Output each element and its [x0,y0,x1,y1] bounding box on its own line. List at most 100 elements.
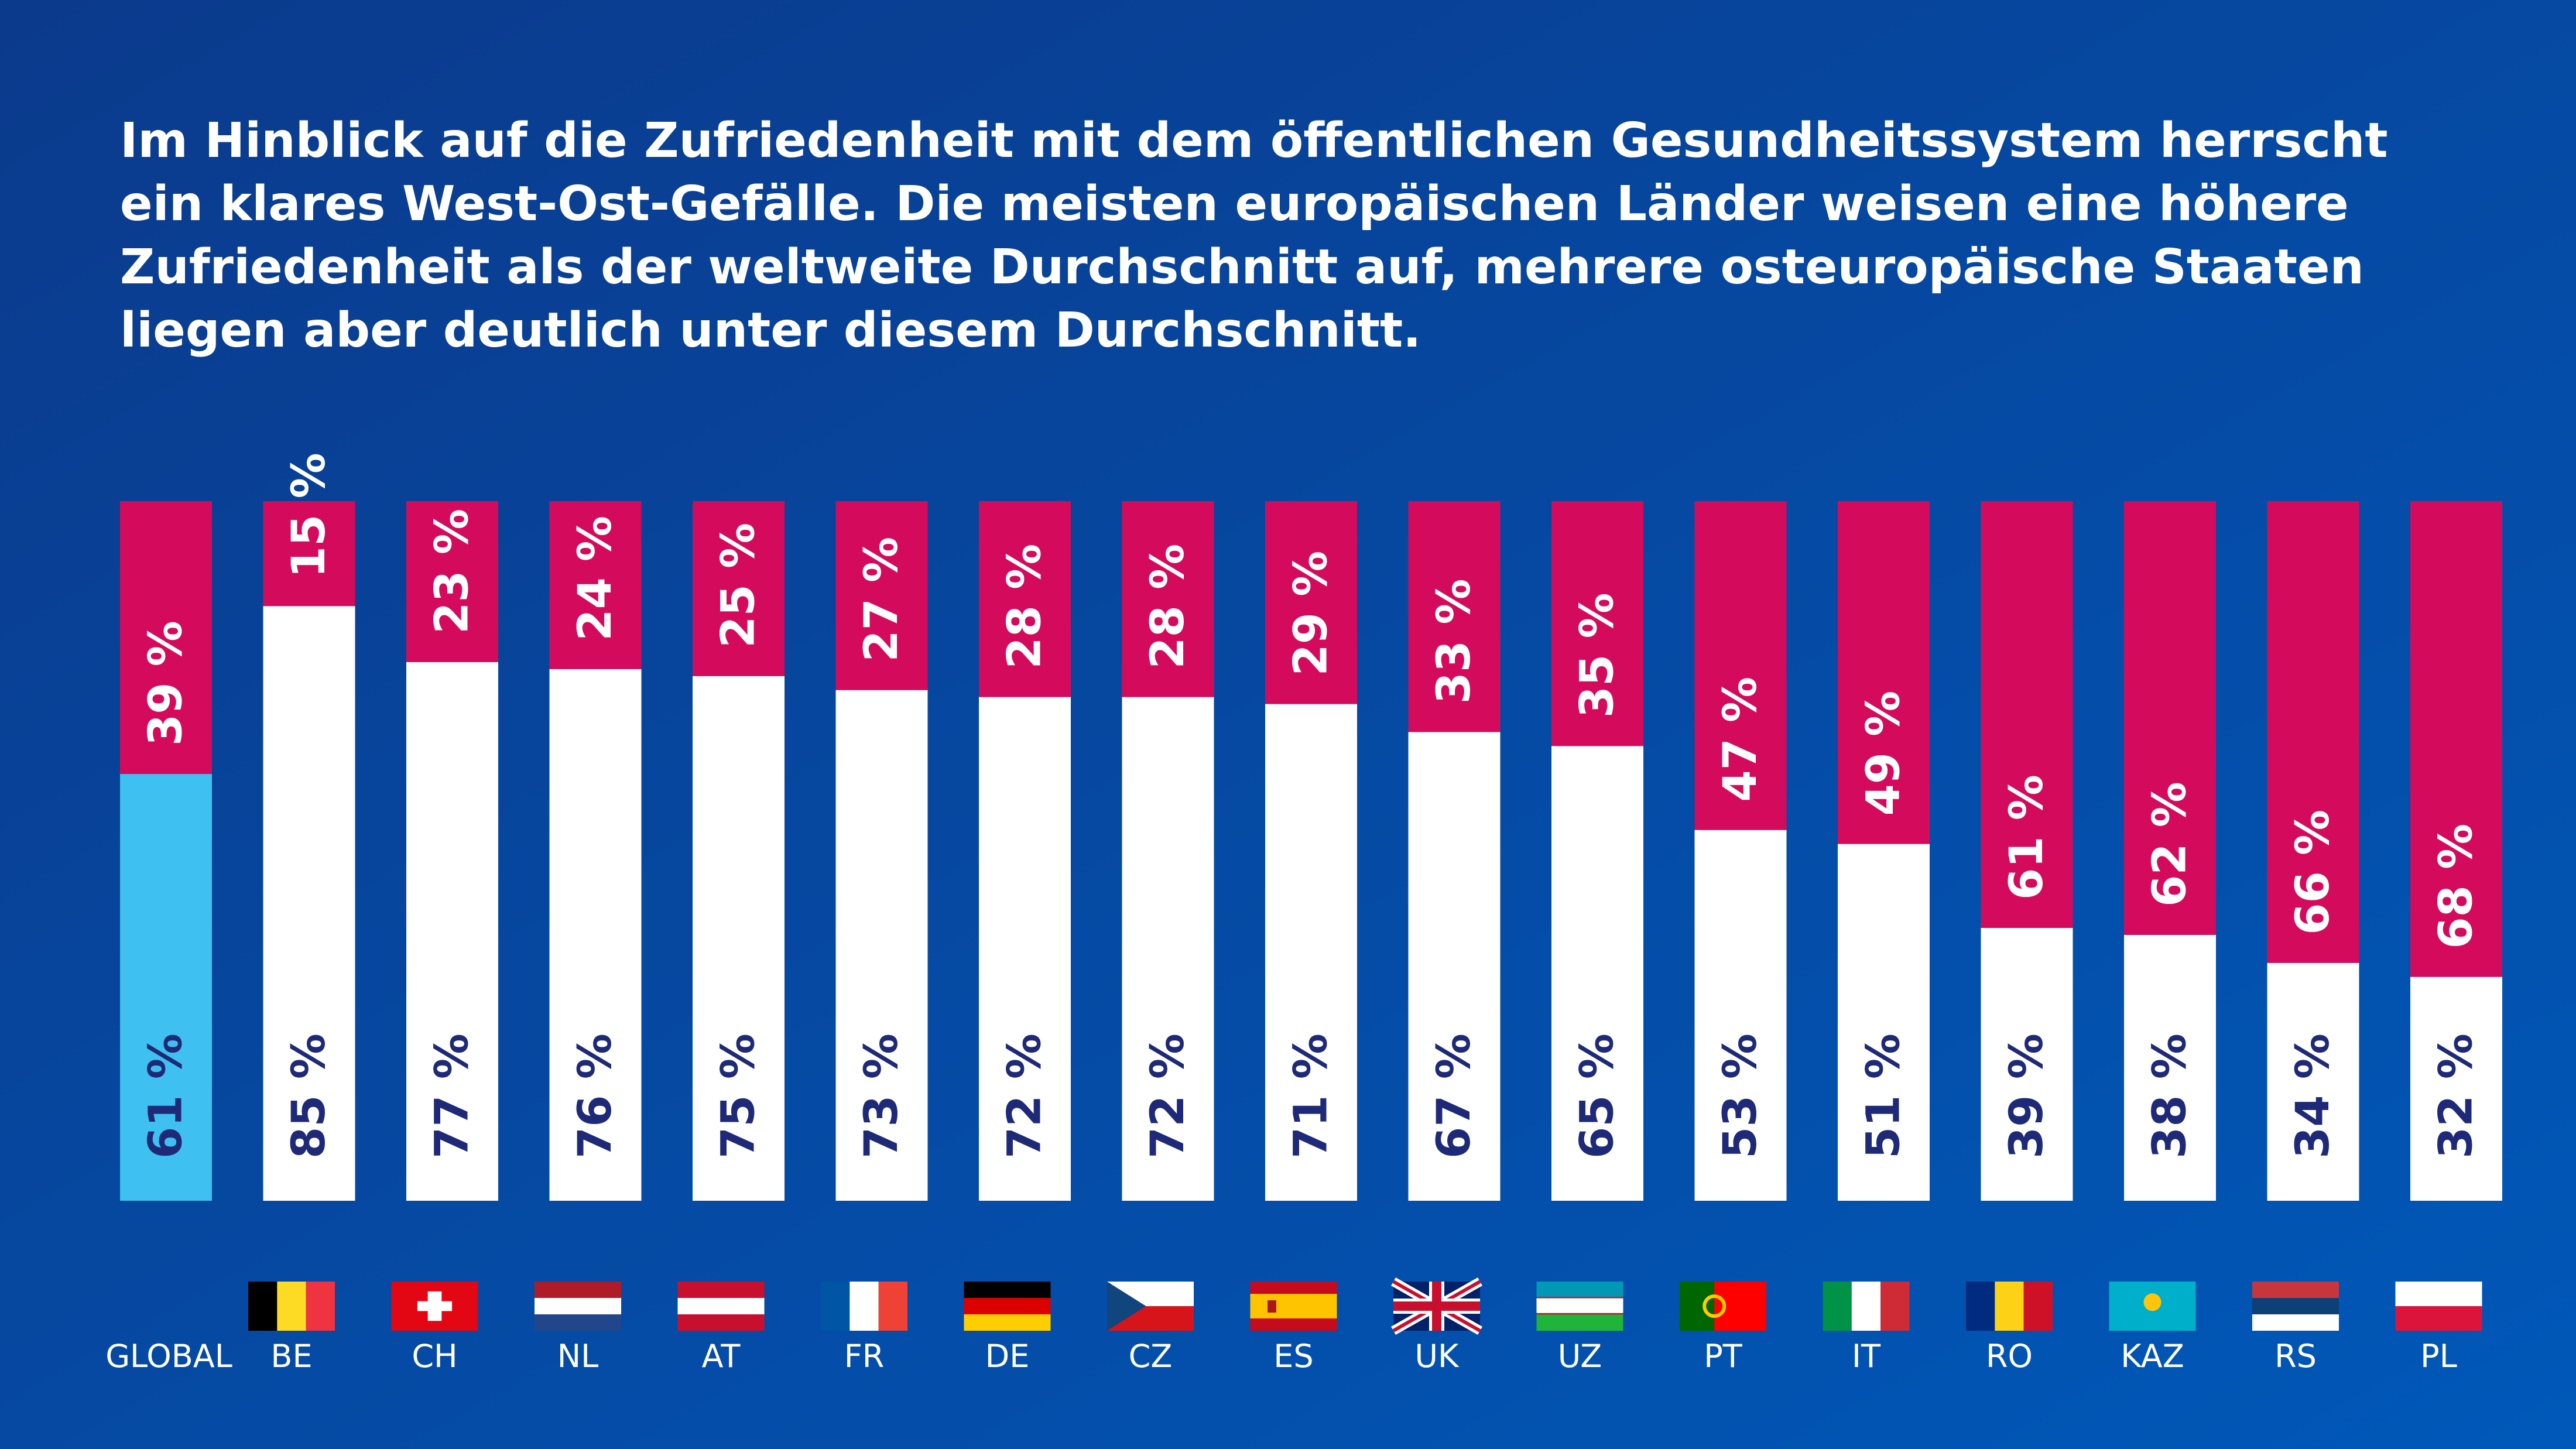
flag-part [2023,1282,2053,1331]
flag-part [1680,1282,1715,1331]
bar-segment [1694,830,1787,1201]
value-label: 76 % [569,1033,622,1159]
bar-segment [1265,704,1357,1201]
flag [1680,1282,1766,1331]
bar-segment [1838,844,1930,1201]
x-tick-label: RS [2274,1338,2317,1375]
value-label: 73 % [855,1033,908,1159]
flag [535,1282,621,1331]
flag [391,1282,478,1331]
x-tick-label: PL [2420,1338,2457,1375]
flag [1250,1282,1337,1331]
bar-segment [406,662,498,1201]
value-label: 65 % [1571,1033,1624,1159]
flag-part [1393,1301,1480,1311]
flag-part [1250,1294,1337,1318]
flag [1966,1282,2053,1331]
bar-segment [1981,927,2073,1201]
value-label: 38 % [2144,1033,2197,1159]
flag-part [677,1282,765,1298]
flag [2395,1282,2482,1331]
bar-segment [120,501,212,775]
bar-segment [693,501,785,676]
bar-segment [549,669,642,1201]
x-tick-label: FR [844,1338,885,1375]
x-tick-label: DE [985,1338,1030,1375]
value-label: 32 % [2430,1033,2483,1159]
flag-part [2252,1282,2339,1298]
x-tick-label: IT [1852,1338,1881,1375]
value-label: 39 % [2000,1033,2053,1159]
flag-part [849,1282,879,1331]
bar-segment [1408,732,1501,1201]
bar-segment [263,606,355,1201]
bar-segment [979,501,1071,697]
value-label: 51 % [1858,1033,1910,1159]
bar-segment [2124,934,2216,1201]
flag [2252,1282,2339,1331]
flag-part [2395,1282,2482,1306]
x-tick-label: KAZ [2121,1338,2184,1375]
chart-title: Im Hinblick auf die Zufriedenheit mit de… [120,113,2388,358]
value-label: 71 % [1285,1033,1338,1159]
value-label: 34 % [2287,1033,2339,1159]
flag [1536,1282,1623,1331]
flag-part [878,1282,907,1331]
value-label: 33 % [1428,578,1481,704]
bar-segment [263,501,355,607]
value-label: 72 % [999,1033,1051,1159]
flag-part [1703,1294,1727,1318]
x-tick-label: ES [1273,1338,1313,1375]
flag [1391,1277,1482,1335]
bar-segment [1981,501,2073,928]
value-label: 75 % [712,1033,765,1159]
bar-segment [2267,501,2359,963]
value-label: 61 % [140,1033,193,1159]
flag-part [964,1314,1051,1331]
bar-segment [693,676,785,1201]
value-label: 49 % [1858,691,1910,816]
value-label: 72 % [1142,1033,1194,1159]
value-label: 67 % [1428,1033,1481,1159]
x-tick-label: GLOBAL [105,1338,232,1375]
bar-segment [1122,697,1214,1201]
value-label: 27 % [855,537,908,662]
flag-part [1536,1282,1623,1297]
bar-segment [549,501,642,669]
flag-part [1880,1282,1910,1331]
x-tick-label: UK [1415,1338,1460,1375]
flag-part [677,1314,765,1331]
bar-segment [2124,501,2216,935]
bar-segment [979,697,1071,1201]
flag [964,1282,1051,1331]
bar-segment [835,501,928,690]
bar-segment [2267,962,2359,1201]
flag-part [2143,1293,2161,1311]
flag-part [2252,1314,2339,1331]
bar-segment [1694,501,1787,830]
flag-part [1714,1282,1766,1331]
flag-part [248,1282,278,1331]
x-tick-label: NL [557,1338,598,1375]
flag-part [2252,1298,2339,1314]
flag [248,1282,335,1331]
bar-segment [2410,501,2502,977]
value-label: 35 % [1571,592,1624,718]
flag [1107,1282,1194,1331]
flag [1823,1282,1910,1331]
bar-segment [2410,977,2502,1201]
flag-part [1536,1314,1623,1331]
value-label: 68 % [2430,824,2483,949]
bar-segment [1408,501,1501,732]
value-label: 61 % [2000,775,2053,900]
value-label: 23 % [426,509,479,634]
value-label: 62 % [2144,782,2197,907]
flag-part [1268,1300,1276,1313]
bar-segment [1551,501,1643,746]
x-tick-label: BE [270,1338,312,1375]
flag [677,1282,765,1331]
bar-segment [835,690,928,1201]
flag-part [1107,1282,1146,1331]
